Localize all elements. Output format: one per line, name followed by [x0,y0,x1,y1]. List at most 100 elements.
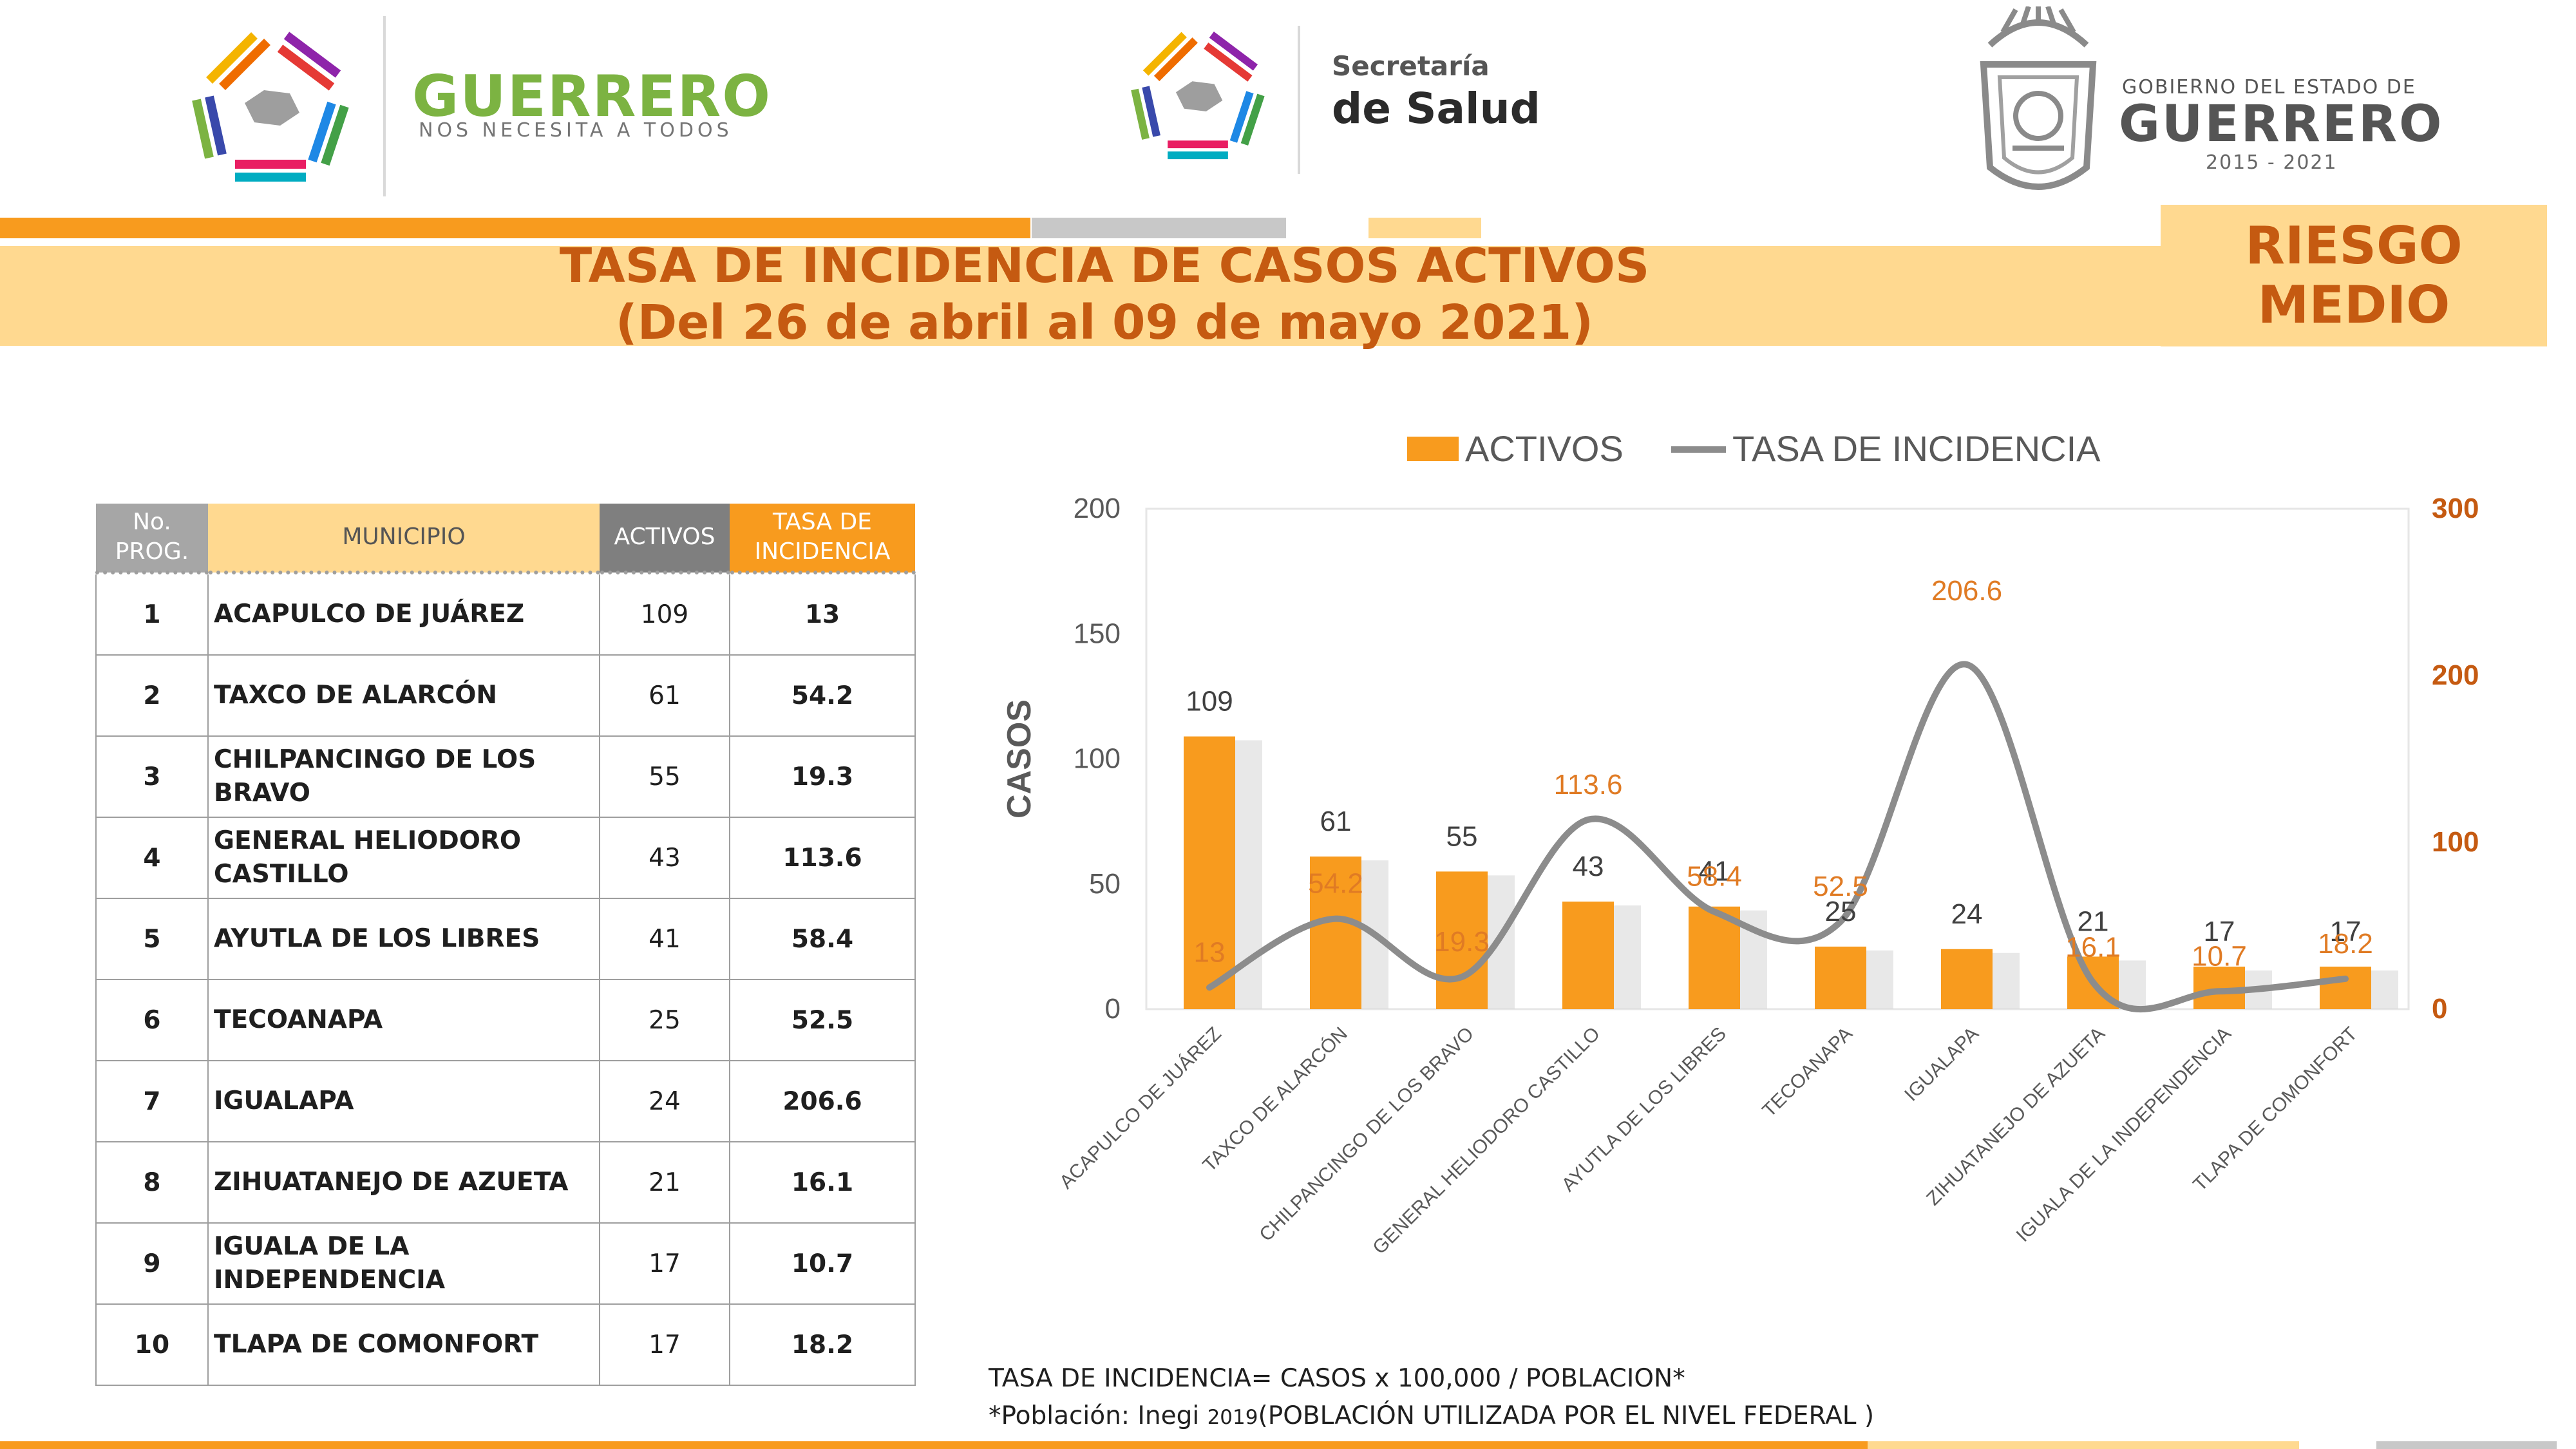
bar-value-label: 55 [1446,820,1478,852]
header-municipio: MUNICIPIO [208,504,600,574]
y-tick-label: 150 [1074,618,1121,649]
top-orange-stripe [0,218,1030,238]
table-row: 5 AYUTLA DE LOS LIBRES 41 58.4 [95,898,916,980]
x-tick-label: GENERAL HELIODORO CASTILLO [1368,1023,1604,1259]
row-number: 6 [95,979,209,1061]
gobierno-years: 2015 - 2021 [2206,151,2338,174]
row-number: 9 [95,1222,209,1305]
row-tasa: 13 [729,572,916,656]
guerrero-tagline: NOS NECESITA A TODOS [419,119,733,142]
row-activos: 41 [599,898,730,980]
bar [1184,736,1235,1009]
row-number: 5 [95,898,209,980]
row-tasa: 52.5 [729,979,916,1061]
x-tick-label: CHILPANCINGO DE LOS BRAVO [1255,1023,1478,1246]
table-row: 2 TAXCO DE ALARCÓN 61 54.2 [95,654,916,737]
guerrero-star-icon [192,32,349,182]
footnote-source: *Población: Inegi 2019(POBLACIÓN UTILIZA… [989,1401,1875,1430]
salud-line2: de Salud [1332,84,1540,133]
y-tick-label: 50 [1089,868,1121,900]
row-municipio: ACAPULCO DE JUÁREZ [207,572,600,656]
row-municipio: IGUALA DE LA INDEPENDENCIA [207,1222,600,1305]
row-tasa: 206.6 [729,1060,916,1142]
incidence-chart: 0501001502000100200300CASOSTASAACTIVOSTA… [1001,428,2479,1259]
bar [1310,857,1361,1009]
row-activos: 17 [599,1222,730,1305]
row-activos: 43 [599,817,730,899]
bar-value-label: 21 [2078,905,2109,937]
table-row: 6 TECOANAPA 25 52.5 [95,979,916,1061]
municipios-table: No. PROG. MUNICIPIO ACTIVOS TASA DE INCIDE… [95,504,916,1386]
bottom-yellow-stripe [1868,1441,2299,1449]
row-tasa: 113.6 [729,817,916,899]
y-tick-label: 0 [1105,993,1121,1025]
x-tick-label: ACAPULCO DE JUÁREZ [1056,1023,1226,1193]
guerrero-wordmark: GUERRERO [412,63,772,129]
y2-tick-label: 300 [2432,493,2479,524]
row-number: 3 [95,735,209,818]
state-seal-icon [1980,6,2097,190]
row-municipio: ZIHUATANEJO DE AZUETA [207,1141,600,1224]
header-no: No. PROG. [96,504,208,574]
bottom-orange-stripe [0,1441,1868,1449]
row-municipio: TLAPA DE COMONFORT [207,1303,600,1386]
bar-value-label: 24 [1951,898,1983,930]
gobierno-line2: GUERRERO [2119,95,2444,153]
row-activos: 25 [599,979,730,1061]
bar-value-label: 43 [1573,851,1604,882]
x-tick-label: TECOANAPA [1758,1023,1857,1122]
line-value-label: 206.6 [1931,575,2002,607]
bar [2320,966,2371,1009]
row-tasa: 18.2 [729,1303,916,1386]
table-row: 9 IGUALA DE LA INDEPENDENCIA 17 10.7 [95,1222,916,1305]
risk-badge: RIESGO MEDIO [2161,205,2547,346]
row-tasa: 19.3 [729,735,916,818]
row-municipio: GENERAL HELIODORO CASTILLO [207,817,600,899]
risk-line2: MEDIO [2257,275,2450,335]
bar [1815,946,1866,1009]
y2-tick-label: 0 [2432,993,2447,1025]
row-number: 10 [95,1303,209,1386]
row-number: 1 [95,572,209,656]
row-number: 7 [95,1060,209,1142]
bar-value-label: 17 [2204,916,2235,947]
table-row: 3 CHILPANCINGO DE LOS BRAVO 55 19.3 [95,735,916,818]
legend-label-activos: ACTIVOS [1465,428,1624,469]
bar-value-label: 25 [1825,896,1857,927]
row-number: 8 [95,1141,209,1224]
table-row: 4 GENERAL HELIODORO CASTILLO 43 113.6 [95,817,916,899]
page-title: TASA DE INCIDENCIA DE CASOS ACTIVOS [559,238,1650,294]
row-number: 2 [95,654,209,737]
tasa-line [1206,661,2349,1013]
y-tick-label: 200 [1074,493,1121,524]
line-value-label: 13 [1194,936,1226,968]
x-tick-label: TAXCO DE ALARCÓN [1198,1023,1351,1176]
row-tasa: 16.1 [729,1141,916,1224]
line-value-label: 54.2 [1308,868,1363,900]
table-row: 1 ACAPULCO DE JUÁREZ 109 13 [95,572,916,656]
row-municipio: TAXCO DE ALARCÓN [207,654,600,737]
row-activos: 55 [599,735,730,818]
line-value-label: 19.3 [1434,926,1490,958]
row-tasa: 10.7 [729,1222,916,1305]
row-municipio: CHILPANCINGO DE LOS BRAVO [207,735,600,818]
bar [1436,871,1488,1009]
row-activos: 21 [599,1141,730,1224]
row-municipio: AYUTLA DE LOS LIBRES [207,898,600,980]
bar-value-label: 61 [1320,806,1352,837]
bar [1689,906,1740,1009]
row-municipio: TECOANAPA [207,979,600,1061]
line-value-label: 10.7 [2192,940,2247,972]
x-tick-label: IGUALAPA [1900,1023,1983,1106]
table-row: 7 IGUALAPA 24 206.6 [95,1060,916,1142]
page-subtitle: (Del 26 de abril al 09 de mayo 2021) [615,295,1594,350]
y-tick-label: 100 [1074,743,1121,775]
top-yellow-stripe [1368,218,1481,238]
legend-swatch-activos [1407,437,1459,461]
line-value-label: 113.6 [1554,769,1623,800]
y2-tick-label: 100 [2432,826,2479,858]
y-axis-title: CASOS [1001,699,1038,819]
bar-value-label: 109 [1186,686,1233,717]
line-value-label: 52.5 [1813,871,1868,902]
gobierno-line1: GOBIERNO DEL ESTADO DE [2122,76,2416,99]
